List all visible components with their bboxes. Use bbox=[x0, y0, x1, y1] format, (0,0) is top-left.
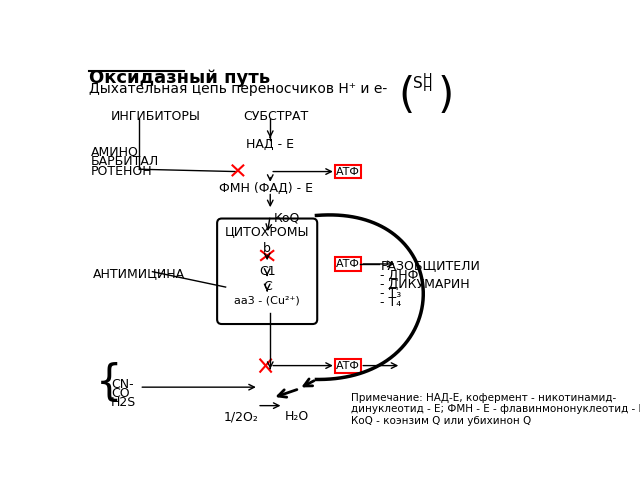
Text: аа3 - (Cu²⁺): аа3 - (Cu²⁺) bbox=[234, 296, 300, 306]
Text: H2S: H2S bbox=[111, 396, 136, 409]
Text: ЦИТОХРОМЫ: ЦИТОХРОМЫ bbox=[225, 225, 309, 238]
Text: Дыхательная цепь переносчиков Н⁺ и е-: Дыхательная цепь переносчиков Н⁺ и е- bbox=[90, 82, 388, 96]
Text: ): ) bbox=[437, 74, 454, 117]
Text: ФМН (ФАД) - Е: ФМН (ФАД) - Е bbox=[219, 182, 313, 195]
Text: H₂O: H₂O bbox=[285, 410, 309, 423]
Text: АМИНО: АМИНО bbox=[91, 146, 139, 159]
Text: CN-: CN- bbox=[111, 378, 134, 391]
Text: {: { bbox=[95, 361, 122, 404]
Text: АТФ: АТФ bbox=[336, 259, 360, 269]
Text: - Т₄: - Т₄ bbox=[380, 296, 402, 309]
Text: - ДИКУМАРИН: - ДИКУМАРИН bbox=[380, 278, 470, 291]
FancyBboxPatch shape bbox=[335, 165, 361, 179]
Text: С1: С1 bbox=[259, 265, 275, 278]
Text: Примечание: НАД-Е, кофермент - никотинамид-
динуклеотид - Е; ФМН - Е - флавинмон: Примечание: НАД-Е, кофермент - никотинам… bbox=[351, 393, 640, 426]
Text: - Т₃: - Т₃ bbox=[380, 287, 402, 300]
Text: РАЗОБЩИТЕЛИ: РАЗОБЩИТЕЛИ bbox=[380, 259, 480, 272]
Text: АТФ: АТФ bbox=[336, 360, 360, 371]
Text: НАД - Е: НАД - Е bbox=[246, 138, 294, 152]
Text: РОТЕНОН: РОТЕНОН bbox=[91, 165, 152, 178]
Text: АНТИМИЦИНА: АНТИМИЦИНА bbox=[93, 267, 185, 280]
Text: - ДНФ: - ДНФ bbox=[380, 269, 419, 282]
Text: ИНГИБИТОРЫ: ИНГИБИТОРЫ bbox=[111, 110, 201, 123]
FancyBboxPatch shape bbox=[217, 218, 317, 324]
FancyBboxPatch shape bbox=[335, 257, 361, 271]
Text: H: H bbox=[422, 72, 432, 85]
Text: КоQ: КоQ bbox=[274, 212, 300, 225]
Text: СУБСТРАТ: СУБСТРАТ bbox=[243, 110, 308, 123]
Text: b: b bbox=[263, 241, 271, 254]
Text: 1/2O₂: 1/2O₂ bbox=[224, 410, 259, 423]
Text: S: S bbox=[413, 76, 422, 91]
Text: С: С bbox=[263, 280, 271, 293]
Text: БАРБИТАЛ: БАРБИТАЛ bbox=[91, 156, 159, 168]
Text: H: H bbox=[422, 81, 432, 94]
Text: Оксидазный путь: Оксидазный путь bbox=[90, 69, 271, 87]
FancyBboxPatch shape bbox=[335, 359, 361, 372]
Text: (: ( bbox=[399, 74, 415, 117]
Text: CO: CO bbox=[111, 387, 129, 400]
Text: АТФ: АТФ bbox=[336, 167, 360, 177]
